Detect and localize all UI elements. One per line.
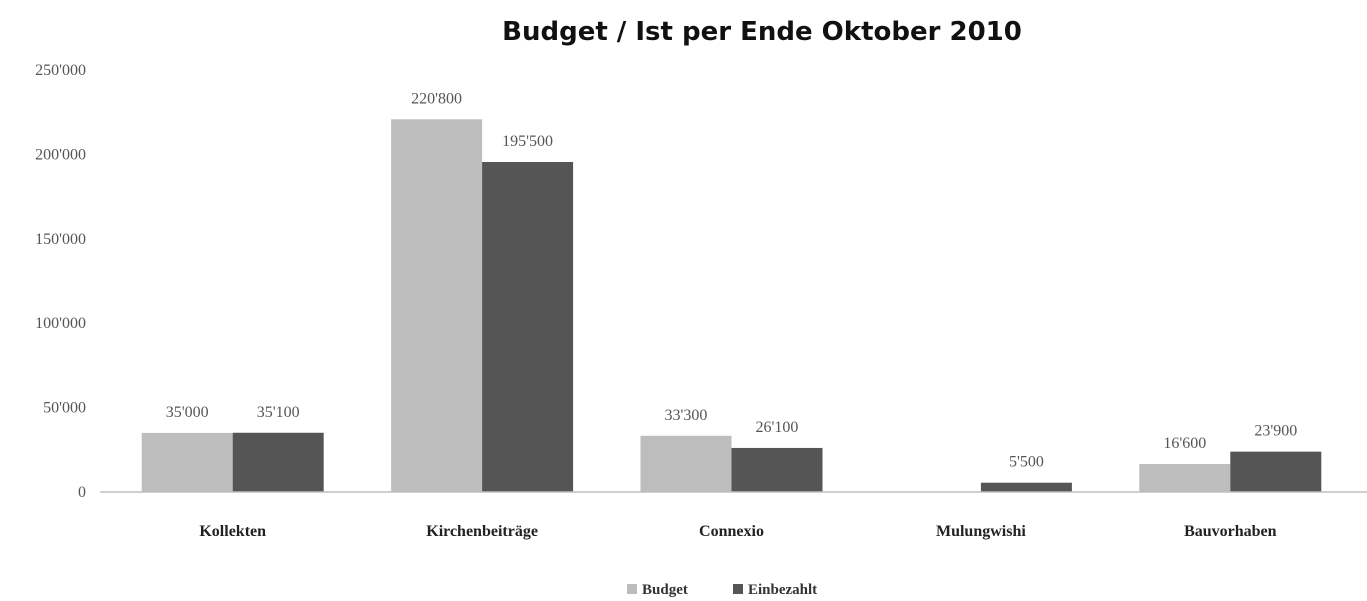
legend-label-einbezahlt: Einbezahlt	[748, 582, 817, 598]
bar-budget-0	[141, 432, 233, 492]
data-label-budget-1: 220'800	[411, 90, 462, 107]
data-label-einbezahlt-0: 35'100	[257, 404, 300, 421]
bar-einbezahlt-4	[1230, 451, 1322, 492]
x-category-label: Connexio	[699, 523, 764, 540]
bar-einbezahlt-0	[232, 432, 324, 492]
data-labels: 35'000 35'100 220'800 195'500 33'300 26'100 5'…	[166, 90, 1297, 470]
bar-budget-2	[640, 435, 732, 492]
y-tick-label: 250'000	[35, 62, 86, 79]
x-category-label: Mulungwishi	[936, 523, 1026, 540]
bar-einbezahlt-3	[980, 482, 1072, 492]
chart-title: Budget / Ist per Ende Oktober 2010	[502, 17, 1022, 47]
y-tick-label: 150'000	[35, 231, 86, 248]
data-label-budget-2: 33'300	[665, 407, 708, 424]
legend-swatch-einbezahlt	[733, 584, 743, 594]
bars-group	[141, 119, 1322, 492]
data-label-budget-4: 16'600	[1163, 435, 1206, 452]
bar-einbezahlt-1	[482, 161, 574, 492]
x-category-label: Kirchenbeiträge	[426, 523, 538, 540]
legend-label-budget: Budget	[642, 582, 688, 598]
data-label-einbezahlt-3: 5'500	[1009, 454, 1044, 471]
data-label-einbezahlt-4: 23'900	[1254, 423, 1297, 440]
y-tick-label: 0	[78, 484, 86, 501]
x-category-label: Bauvorhaben	[1184, 523, 1277, 540]
bar-budget-4	[1139, 463, 1231, 492]
y-tick-label: 100'000	[35, 315, 86, 332]
y-axis: 0 50'000 100'000 150'000 200'000 250'000	[35, 62, 86, 501]
legend: Budget Einbezahlt	[627, 582, 817, 598]
bar-budget-1	[391, 119, 483, 492]
legend-swatch-budget	[627, 584, 637, 594]
bar-einbezahlt-2	[731, 447, 823, 492]
x-axis: Kollekten Kirchenbeiträge Connexio Mulungwi…	[100, 491, 1367, 540]
data-label-einbezahlt-2: 26'100	[756, 419, 799, 436]
x-category-label: Kollekten	[199, 523, 266, 540]
data-label-budget-0: 35'000	[166, 404, 209, 421]
data-label-einbezahlt-1: 195'500	[502, 133, 553, 150]
y-tick-label: 200'000	[35, 146, 86, 163]
y-tick-label: 50'000	[43, 400, 86, 417]
